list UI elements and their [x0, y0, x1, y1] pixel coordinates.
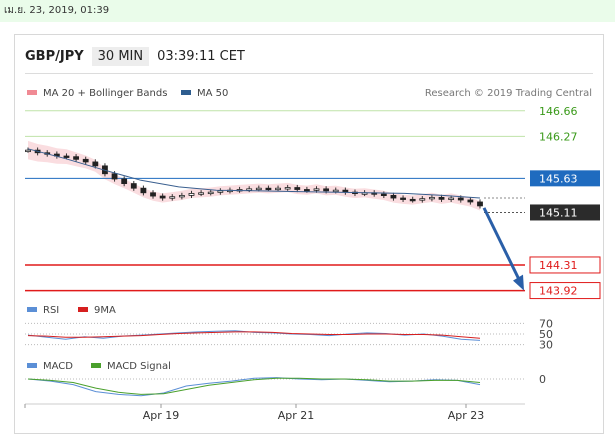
rsi-tick-label: 70 — [539, 317, 553, 330]
candle-body — [332, 189, 339, 193]
level-badge-144.31 — [529, 256, 601, 274]
candle-body — [25, 149, 31, 153]
datetime-text: เม.ย. 23, 2019, 01:39 — [4, 5, 110, 16]
candle-body — [246, 188, 253, 191]
credit-text: Research © 2019 Trading Central — [425, 88, 592, 99]
legend-label: 9MA — [94, 305, 116, 316]
level-label-146.27: 146.27 — [539, 130, 578, 143]
macd-signal-line — [27, 377, 481, 395]
candle-body — [82, 158, 89, 163]
candle-body — [477, 201, 483, 207]
candle-body — [63, 155, 70, 158]
candle-body — [313, 188, 320, 191]
macd-line — [27, 377, 481, 397]
legend-swatch — [27, 307, 37, 312]
candle-body — [111, 173, 118, 180]
candle-body — [429, 196, 435, 200]
candle-body — [400, 197, 406, 200]
candle-body — [178, 195, 185, 198]
candle-body — [275, 187, 281, 191]
date-bar: เม.ย. 23, 2019, 01:39 — [0, 0, 615, 22]
candle-body — [188, 193, 195, 196]
candle-body — [419, 198, 426, 201]
candle-body — [294, 187, 301, 190]
level-badge-145.63 — [530, 170, 600, 187]
forecast-arrow-head — [513, 274, 524, 291]
legend-label: MA 50 — [197, 88, 228, 99]
x-tick-label: Apr 23 — [448, 409, 485, 422]
candle-body — [217, 190, 224, 193]
candle-body — [169, 196, 176, 199]
forecast-arrow-shaft — [482, 207, 523, 285]
level-badge-145.11 — [530, 204, 600, 221]
timeframe-button[interactable]: 30 MIN — [91, 46, 150, 66]
candle-body — [457, 197, 464, 201]
candle-body — [92, 161, 99, 167]
level-label-144.31: 144.31 — [539, 259, 578, 272]
level-label-145.63: 145.63 — [539, 172, 578, 185]
candle-body — [342, 189, 349, 193]
level-label-146.66: 146.66 — [539, 105, 578, 118]
candle-body — [380, 193, 387, 196]
level-label-143.92: 143.92 — [539, 285, 578, 298]
candle-body — [323, 188, 330, 192]
candle-body — [255, 187, 262, 191]
candle-body — [390, 195, 397, 199]
candle-body — [198, 192, 205, 195]
x-tick-label: Apr 19 — [143, 409, 180, 422]
chart-header: GBP/JPY 30 MIN 03:39:11 CET — [25, 45, 245, 67]
legend-label: RSI — [43, 305, 59, 316]
level-badge-143.92 — [529, 282, 601, 300]
time-label: 03:39:11 CET — [157, 48, 245, 64]
candle-body — [284, 187, 291, 190]
x-tick-label: Apr 21 — [278, 409, 315, 422]
legend-swatch — [78, 307, 88, 312]
candle-body — [265, 187, 272, 191]
candle-body — [140, 187, 147, 194]
header-divider — [25, 73, 593, 74]
candle-body — [207, 191, 214, 195]
symbol-label: GBP/JPY — [25, 48, 84, 64]
rsi-9ma-line — [27, 331, 481, 339]
legend-swatch — [27, 363, 37, 368]
candle-body — [467, 199, 474, 203]
legend-label: MA 20 + Bollinger Bands — [43, 88, 167, 99]
candle-body — [438, 196, 445, 200]
level-label-145.11: 145.11 — [539, 206, 578, 219]
legend-swatch — [181, 90, 191, 95]
candle-body — [73, 156, 79, 160]
legend-label: MACD Signal — [107, 361, 171, 372]
candle-body — [121, 178, 128, 184]
rsi-tick-label: 50 — [539, 328, 553, 341]
macd-tick-label: 0 — [539, 373, 546, 386]
rsi-tick-label: 30 — [539, 339, 553, 352]
candle-body — [409, 198, 416, 202]
candle-body — [303, 189, 310, 192]
candle-body — [159, 195, 166, 199]
chart-widget: GBP/JPY 30 MIN 03:39:11 CET — [14, 34, 604, 434]
legend-label: MACD — [43, 361, 73, 372]
legend-swatch — [91, 363, 101, 368]
candle-body — [130, 183, 137, 189]
candle-body — [150, 192, 156, 197]
ma50-line — [27, 148, 481, 199]
candle-body — [448, 197, 455, 200]
legend-swatch — [27, 90, 37, 95]
